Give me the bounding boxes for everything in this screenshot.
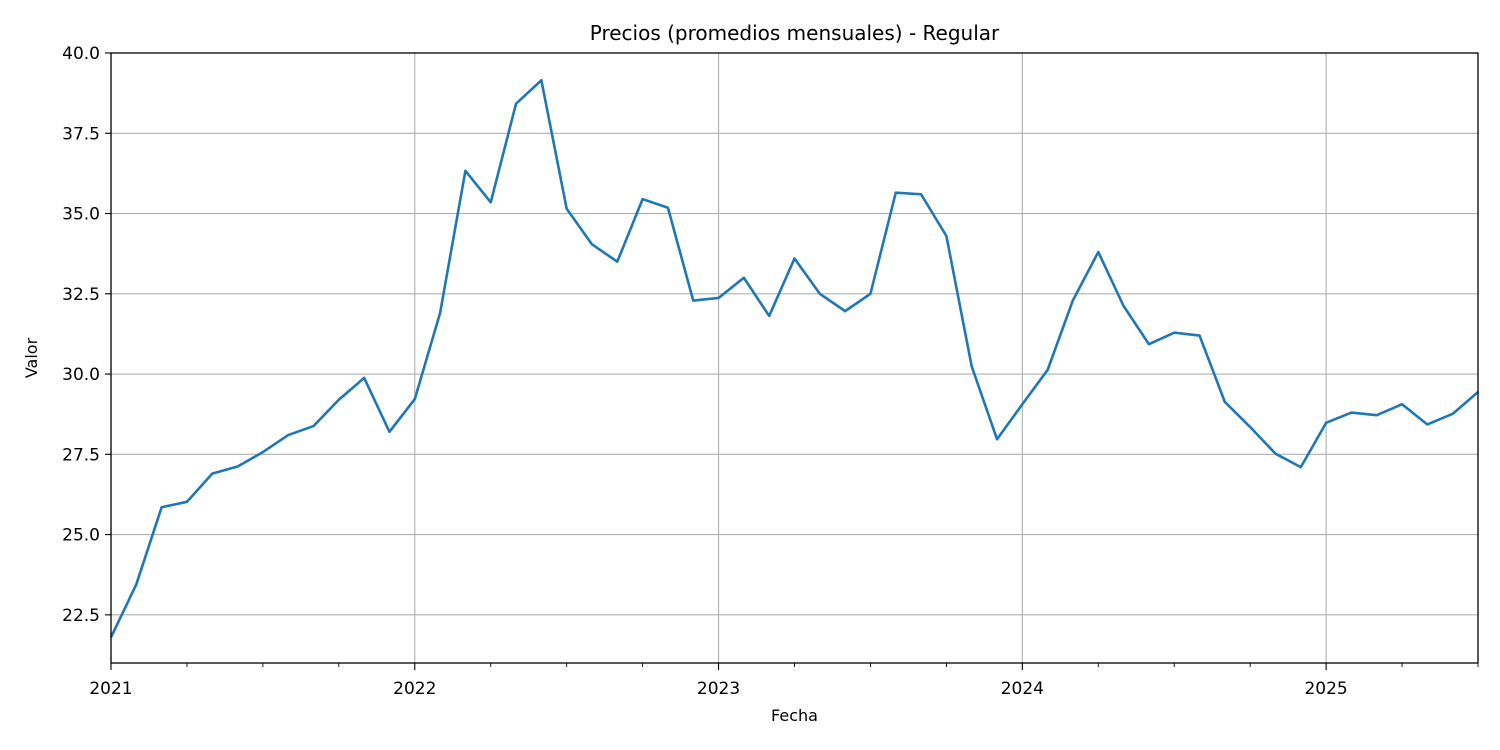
y-tick-label: 27.5 — [62, 445, 100, 465]
chart-title: Precios (promedios mensuales) - Regular — [590, 21, 1000, 45]
series-layer — [109, 78, 1479, 638]
y-tick-label: 30.0 — [62, 365, 100, 385]
y-tick-label: 25.0 — [62, 526, 100, 546]
y-tick-label: 37.5 — [62, 124, 100, 144]
y-axis: 22.5 25.0 27.5 30.0 32.5 35.0 37.5 40.0 — [62, 44, 111, 626]
series-line — [109, 78, 1479, 638]
x-tick-label: 2023 — [697, 679, 740, 699]
y-tick-label: 32.5 — [62, 285, 100, 305]
y-tick-label: 40.0 — [62, 44, 100, 64]
x-tick-label: 2021 — [89, 679, 132, 699]
x-tick-label: 2024 — [1001, 679, 1044, 699]
x-axis-title: Fecha — [771, 706, 818, 725]
x-tick-label: 2022 — [393, 679, 436, 699]
y-axis-title: Valor — [22, 337, 41, 378]
x-axis: 2021 2022 2023 2024 2025 — [89, 663, 1479, 699]
gridlines — [110, 52, 1478, 663]
y-tick-label: 22.5 — [62, 606, 100, 626]
x-tick-label: 2025 — [1304, 679, 1347, 699]
y-tick-label: 35.0 — [62, 205, 100, 225]
